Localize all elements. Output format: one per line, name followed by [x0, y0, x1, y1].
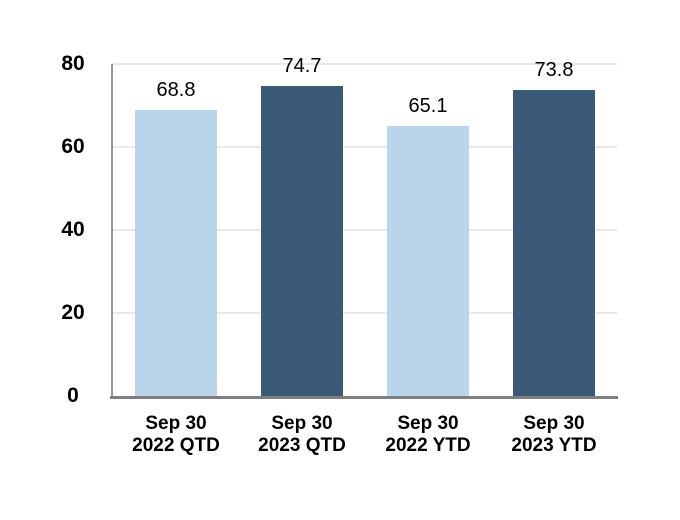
bar-value-label: 65.1 [408, 94, 448, 117]
x-category-label: Sep 30 2023 QTD [258, 413, 346, 457]
x-axis-line [110, 396, 618, 399]
y-tick-label: 0 [67, 384, 79, 407]
bar [261, 85, 343, 396]
y-tick-label: 20 [61, 301, 85, 324]
bar [387, 125, 469, 396]
x-category-line2: 2022 YTD [385, 435, 471, 456]
bar-value-label: 74.7 [282, 54, 322, 77]
bar [513, 89, 595, 396]
x-category-line2: 2022 QTD [132, 435, 220, 456]
y-tick-label: 60 [61, 135, 85, 158]
bar-value-label: 73.8 [534, 58, 574, 81]
x-category-label: Sep 30 2023 YTD [511, 413, 596, 457]
y-tick-label: 80 [61, 52, 85, 75]
bar [135, 110, 217, 396]
gridline [113, 229, 617, 231]
x-category-line1: Sep 30 [145, 413, 207, 434]
bar-value-label: 68.8 [156, 79, 196, 102]
gridline [113, 146, 617, 148]
gridline [113, 63, 617, 65]
x-category-label: Sep 30 2022 QTD [132, 413, 220, 457]
x-category-line2: 2023 YTD [511, 435, 597, 456]
x-category-label: Sep 30 2022 YTD [385, 413, 470, 457]
x-category-line1: Sep 30 [397, 413, 459, 434]
y-axis-line [111, 64, 113, 396]
y-tick-label: 40 [61, 218, 85, 241]
x-category-line1: Sep 30 [271, 413, 333, 434]
x-category-line2: 2023 QTD [258, 435, 346, 456]
x-category-line1: Sep 30 [523, 413, 585, 434]
gridline [113, 312, 617, 314]
